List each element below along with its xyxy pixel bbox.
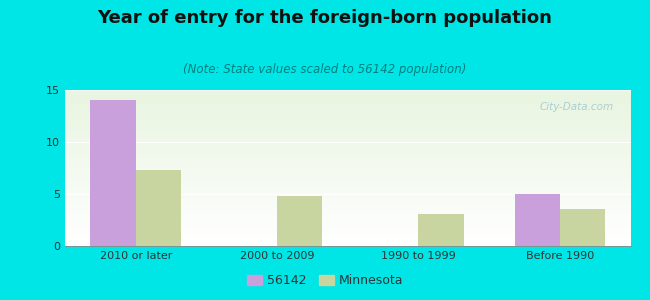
Bar xyxy=(90,100,136,246)
Text: Year of entry for the foreign-born population: Year of entry for the foreign-born popul… xyxy=(98,9,552,27)
Bar xyxy=(515,194,560,246)
Legend: 56142, Minnesota: 56142, Minnesota xyxy=(243,270,407,291)
Bar xyxy=(419,214,463,246)
Text: City-Data.com: City-Data.com xyxy=(540,103,614,112)
Bar xyxy=(136,170,181,246)
Bar xyxy=(560,208,605,246)
Text: (Note: State values scaled to 56142 population): (Note: State values scaled to 56142 popu… xyxy=(183,63,467,76)
Bar xyxy=(277,196,322,246)
